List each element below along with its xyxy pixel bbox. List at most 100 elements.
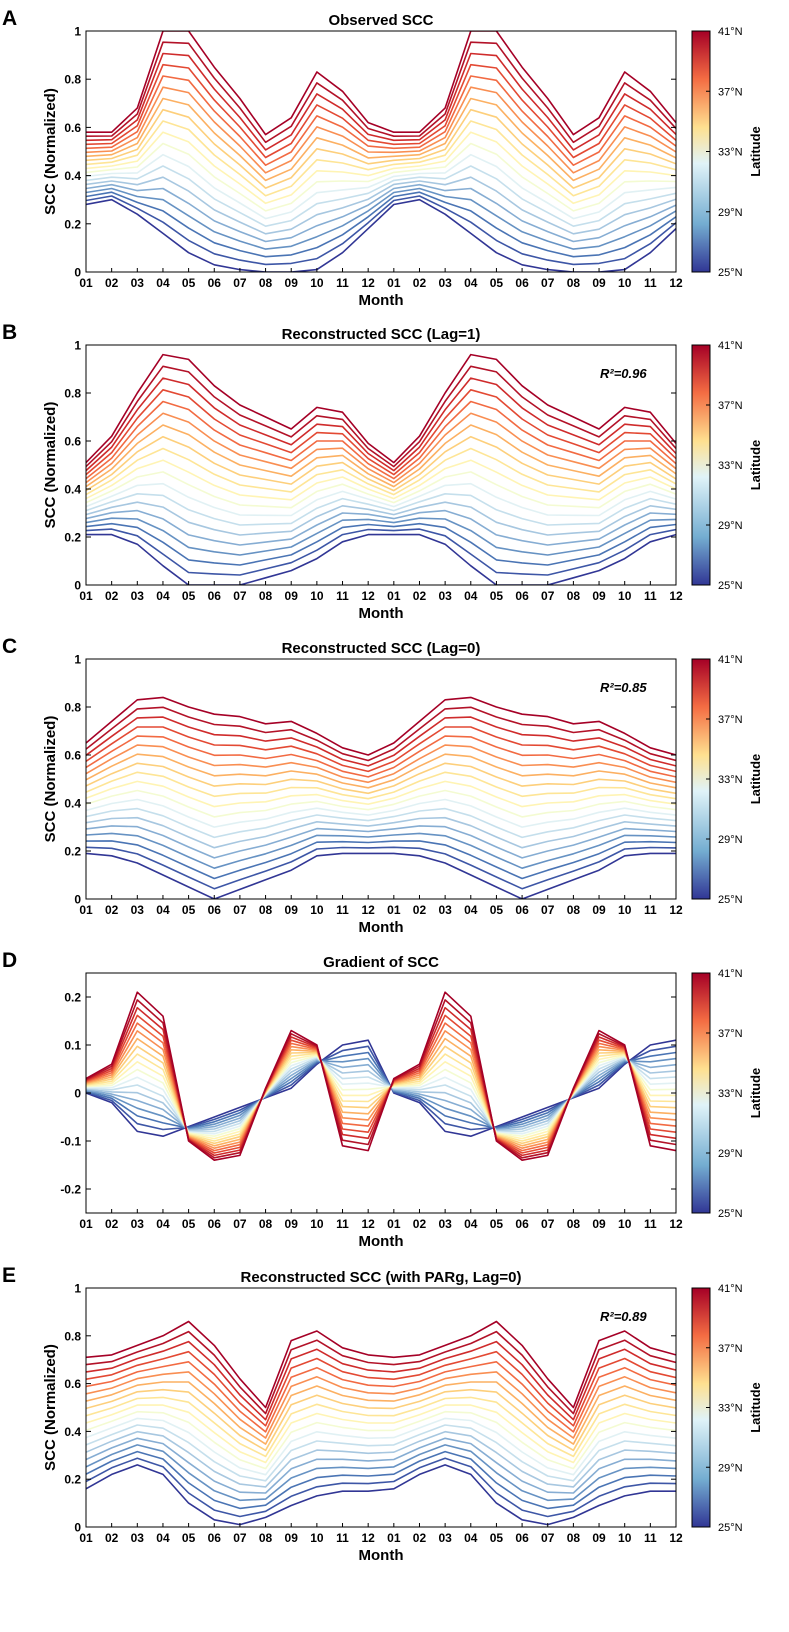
x-tick-label: 05 — [182, 903, 196, 917]
series-line — [86, 63, 676, 159]
series-line — [86, 1388, 676, 1452]
x-tick-label: 11 — [644, 903, 657, 917]
x-tick-label: 08 — [259, 903, 273, 917]
panel-e: E Reconstructed SCC (with PARg, Lag=0) 0 0.… — [2, 1264, 763, 1564]
y-axis-label: SCC (Normalized) — [42, 716, 59, 843]
x-tick-label: 10 — [310, 1217, 324, 1231]
x-tick-label: 10 — [618, 276, 632, 290]
series-line — [86, 377, 676, 472]
chart-title: Reconstructed SCC (Lag=1) — [282, 326, 481, 343]
x-tick-label: 05 — [490, 1531, 504, 1545]
x-tick-label: 01 — [387, 589, 401, 603]
series-line — [86, 1404, 676, 1464]
x-tick-label: 03 — [131, 276, 145, 290]
y-tick-label: 1 — [74, 25, 81, 39]
x-tick-label: 09 — [285, 276, 299, 290]
y-tick-label: 0.4 — [64, 483, 81, 497]
series-group — [86, 991, 676, 1161]
y-tick-label: 0.8 — [64, 387, 81, 401]
x-tick-label: 08 — [259, 1531, 273, 1545]
y-tick-label: 0 — [74, 1521, 81, 1535]
x-tick-label: 03 — [438, 903, 452, 917]
x-tick-label: 04 — [464, 903, 478, 917]
x-tick-label: 03 — [131, 1217, 145, 1231]
series-line — [86, 696, 676, 756]
y-tick-label: 0.4 — [64, 169, 81, 183]
series-line — [86, 789, 676, 818]
x-tick-label: 08 — [567, 276, 581, 290]
x-tick-label: 06 — [208, 276, 222, 290]
x-tick-label: 02 — [413, 589, 427, 603]
y-tick-label: 0.8 — [64, 1329, 81, 1343]
x-tick-label: 12 — [669, 1217, 683, 1231]
x-tick-label: 12 — [669, 276, 683, 290]
x-tick-label: 10 — [618, 589, 632, 603]
x-tick-label: 12 — [361, 1531, 375, 1545]
panel-label: D — [2, 949, 17, 972]
x-tick-label: 08 — [567, 903, 581, 917]
x-tick-label: 10 — [310, 589, 324, 603]
colorbar-title: Latitude — [748, 754, 763, 805]
series-line — [86, 706, 676, 762]
chart-title: Reconstructed SCC (with PARg, Lag=0) — [240, 1269, 521, 1286]
x-tick-label: 08 — [567, 1531, 581, 1545]
x-tick-label: 10 — [618, 1217, 632, 1231]
x-tick-label: 06 — [515, 589, 529, 603]
colorbar-tick-label: 29°N — [718, 520, 743, 532]
series-line — [86, 31, 676, 136]
x-tick-label: 07 — [233, 1531, 247, 1545]
colorbar-tick-label: 33°N — [718, 1403, 743, 1415]
colorbar-tick-label: 37°N — [718, 400, 743, 412]
x-tick-label: 07 — [541, 276, 555, 290]
series-line — [86, 120, 676, 197]
x-tick-label: 12 — [361, 589, 375, 603]
series-line — [86, 153, 676, 220]
x-tick-label: 06 — [515, 1531, 529, 1545]
colorbar-tick-label: 29°N — [718, 1148, 743, 1160]
series-line — [86, 735, 676, 778]
x-axis-label: Month — [359, 1233, 404, 1250]
y-tick-label: 1 — [74, 653, 81, 667]
x-tick-label: 10 — [310, 276, 324, 290]
x-tick-label: 01 — [387, 276, 401, 290]
colorbar-tick-label: 41°N — [718, 1283, 743, 1295]
colorbar-tick-label: 29°N — [718, 207, 743, 219]
y-tick-label: 0.6 — [64, 435, 81, 449]
series-line — [86, 1457, 676, 1518]
x-tick-label: 04 — [156, 589, 170, 603]
panel-label: C — [2, 635, 17, 658]
x-tick-label: 12 — [361, 276, 375, 290]
x-tick-label: 09 — [285, 1531, 299, 1545]
x-tick-label: 06 — [515, 1217, 529, 1231]
chart-title: Reconstructed SCC (Lag=0) — [282, 640, 481, 657]
series-line — [86, 501, 676, 536]
chart-title: Gradient of SCC — [323, 954, 439, 971]
colorbar-tick-label: 37°N — [718, 1028, 743, 1040]
series-line — [86, 165, 676, 227]
colorbar-title: Latitude — [748, 1068, 763, 1119]
x-tick-label: 03 — [438, 1531, 452, 1545]
series-line — [86, 195, 676, 266]
series-line — [86, 365, 676, 468]
x-tick-label: 09 — [592, 1531, 606, 1545]
colorbar-tick-label: 37°N — [718, 714, 743, 726]
series-line — [86, 533, 676, 585]
x-tick-label: 03 — [438, 589, 452, 603]
x-tick-label: 08 — [259, 1217, 273, 1231]
series-line — [86, 412, 676, 484]
y-tick-label: 1 — [74, 1282, 81, 1296]
series-line — [86, 771, 676, 800]
series-line — [86, 459, 676, 501]
colorbar-tick-label: 25°N — [718, 580, 743, 592]
colorbar-tick-label: 41°N — [718, 26, 743, 38]
x-tick-label: 10 — [618, 1531, 632, 1545]
y-tick-label: 0.4 — [64, 1425, 81, 1439]
y-tick-label: 1 — [74, 339, 81, 353]
x-tick-label: 03 — [131, 1531, 145, 1545]
colorbar-tick-label: 37°N — [718, 1343, 743, 1355]
x-tick-label: 09 — [592, 1217, 606, 1231]
y-tick-label: 0.2 — [64, 531, 81, 545]
x-tick-label: 11 — [644, 589, 657, 603]
